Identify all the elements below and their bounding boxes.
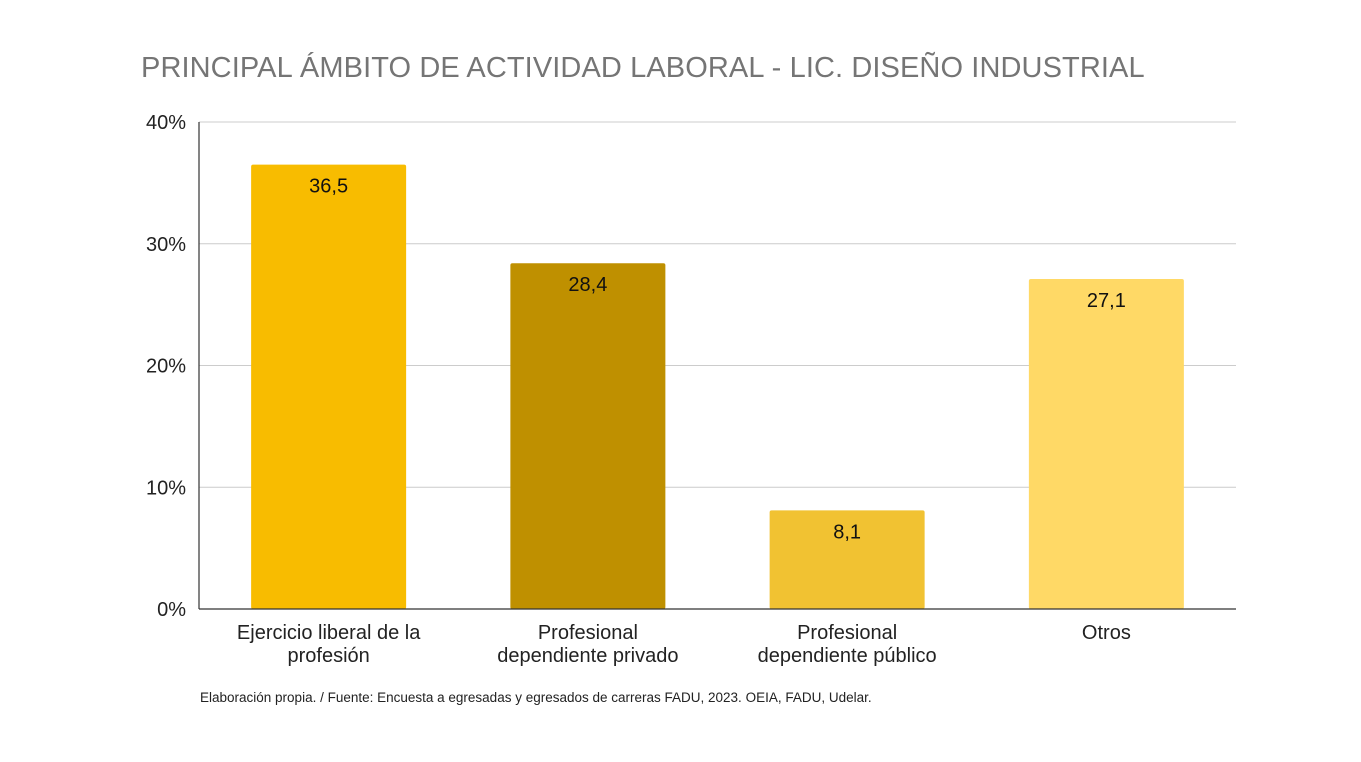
x-tick-label-line: dependiente privado xyxy=(497,645,678,667)
y-tick-label: 20% xyxy=(146,356,186,378)
x-tick-label-line: dependiente público xyxy=(758,645,937,667)
x-tick-label-line: Ejercicio liberal de la xyxy=(237,622,421,644)
y-tick-label: 30% xyxy=(146,234,186,256)
y-tick-label: 40% xyxy=(146,112,186,134)
data-label: 27,1 xyxy=(1087,290,1126,312)
y-tick-label: 10% xyxy=(146,477,186,499)
x-tick-label: Profesional dependiente público xyxy=(758,622,937,667)
x-tick-label-line: Profesional xyxy=(538,622,638,644)
y-axis-tick-labels: 0% 10% 20% 30% 40% xyxy=(146,112,186,621)
bar xyxy=(251,164,407,610)
data-labels: 36,5 28,4 8,1 27,1 xyxy=(309,176,1126,544)
y-tick-label: 0% xyxy=(157,599,186,621)
x-tick-label-line: Profesional xyxy=(797,622,897,644)
data-label: 28,4 xyxy=(568,274,607,296)
bar xyxy=(510,263,666,609)
x-tick-label: Otros xyxy=(1082,622,1131,644)
data-label: 8,1 xyxy=(833,521,861,543)
x-tick-label-line: Otros xyxy=(1082,622,1131,644)
data-label: 36,5 xyxy=(309,176,348,198)
x-tick-label: Ejercicio liberal de la profesión xyxy=(237,622,421,667)
bar xyxy=(769,510,925,609)
source-note: Elaboración propia. / Fuente: Encuesta a… xyxy=(200,690,872,705)
bars xyxy=(251,164,1184,610)
x-tick-label: Profesional dependiente privado xyxy=(497,622,678,667)
x-tick-label-line: profesión xyxy=(287,645,369,667)
bar xyxy=(1028,279,1184,609)
chart-title: PRINCIPAL ÁMBITO DE ACTIVIDAD LABORAL - … xyxy=(141,52,1145,84)
x-axis-tick-labels: Ejercicio liberal de la profesión Profesio… xyxy=(237,622,1131,667)
